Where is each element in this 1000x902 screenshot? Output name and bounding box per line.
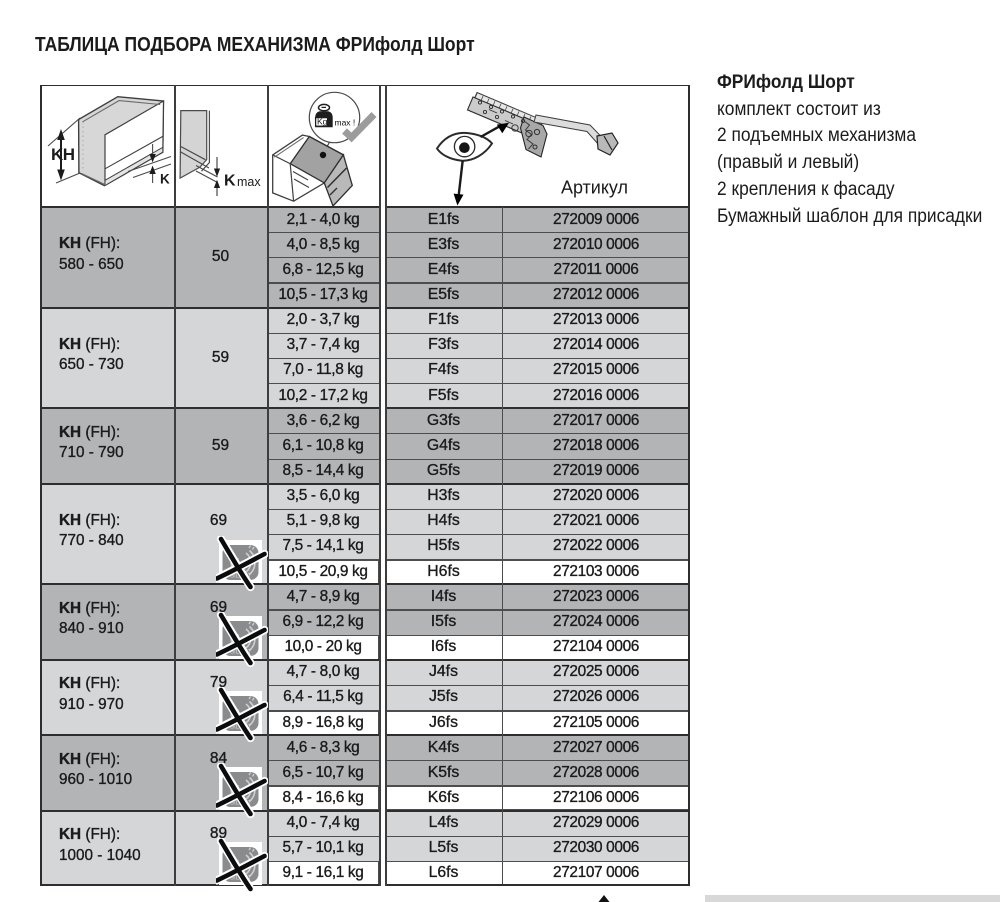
svg-text:Артикул: Артикул xyxy=(561,178,628,198)
svg-text:max: max xyxy=(237,175,261,189)
svg-text:max !: max ! xyxy=(335,117,356,127)
svg-text:KH: KH xyxy=(51,145,75,164)
svg-text:K: K xyxy=(160,172,170,187)
svg-text:K: K xyxy=(224,173,236,190)
svg-text:Kg: Kg xyxy=(317,117,328,127)
